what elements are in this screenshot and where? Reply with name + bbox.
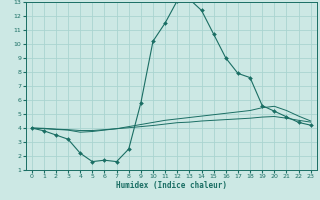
X-axis label: Humidex (Indice chaleur): Humidex (Indice chaleur) [116, 181, 227, 190]
